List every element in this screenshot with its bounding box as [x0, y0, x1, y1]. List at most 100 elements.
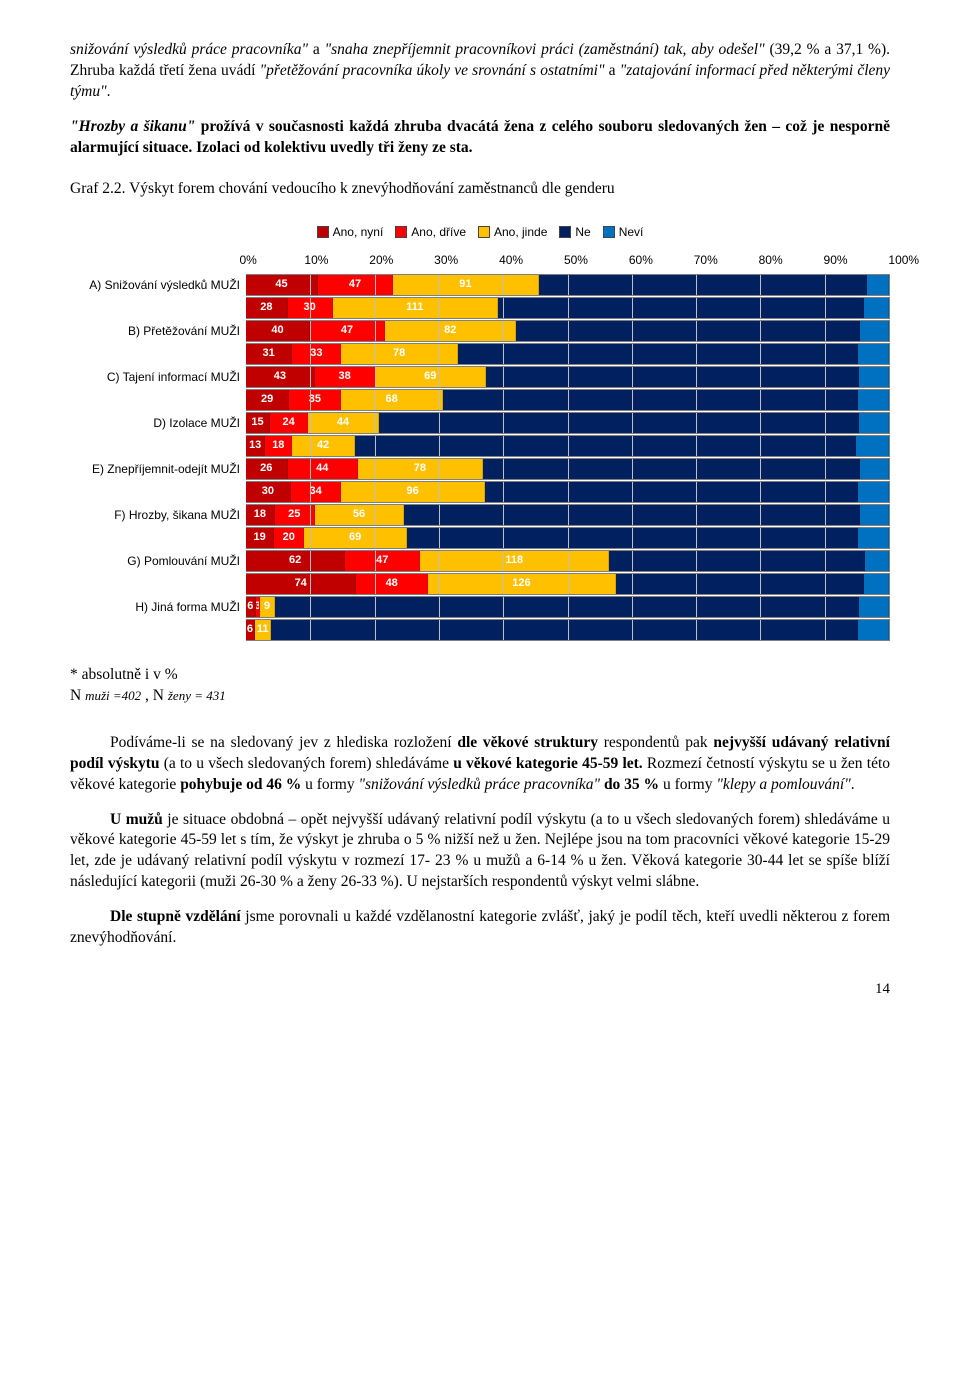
bar-track: 639: [246, 596, 890, 618]
legend-swatch: [559, 226, 571, 238]
bar-row: G) Pomlouvání MUŽI6247118: [70, 550, 890, 572]
bar-label: B) Přetěžování MUŽI: [70, 320, 246, 342]
bar-segment: 96: [341, 482, 484, 502]
bar-segment: 56: [315, 505, 405, 525]
legend-label: Ano, jinde: [494, 224, 547, 240]
bar-segment: [864, 298, 889, 318]
p3-r10: "snižování výsledků práce pracovníka": [358, 776, 600, 793]
axis-tick: 10%: [304, 252, 305, 268]
bar-row: C) Tajení informací MUŽI433869: [70, 366, 890, 388]
bar-segment: [860, 321, 889, 341]
legend-swatch: [603, 226, 615, 238]
bar-label: [70, 435, 246, 457]
p1-r3: "snaha znepříjemnit pracovníkovi práci (…: [325, 41, 765, 58]
bar-segment: 15: [246, 413, 270, 433]
bar-track: 293568: [246, 389, 890, 411]
p4-r1: U mužů: [110, 811, 163, 828]
bar-segment: 44: [308, 413, 378, 433]
bar-segment: 47: [318, 275, 393, 295]
bar-segment: 118: [420, 551, 609, 571]
chart-bars: A) Snižování výsledků MUŽI4547912830111B…: [70, 274, 890, 641]
p3-r14: "klepy a pomlouvání": [716, 776, 850, 793]
axis-tick: 50%: [564, 252, 565, 268]
bar-label: [70, 573, 246, 595]
bar-segment: 126: [428, 574, 616, 594]
p3-r5: (a to u všech sledovaných forem) shledáv…: [160, 755, 454, 772]
bar-segment: 18: [246, 505, 275, 525]
axis-tick: 20%: [369, 252, 370, 268]
footnote-line2: N muži =402 , N ženy = 431: [70, 686, 890, 707]
bar-segment: 43: [246, 367, 315, 387]
fn-c: , N: [141, 687, 168, 704]
footnote-line1: * absolutně i v %: [70, 665, 890, 686]
bar-segment: [498, 298, 864, 318]
legend-swatch: [317, 226, 329, 238]
bar-track: 2830111: [246, 297, 890, 319]
bar-segment: [858, 390, 889, 410]
chart-title: Graf 2.2. Výskyt forem chování vedoucího…: [70, 179, 890, 200]
bar-segment: [458, 344, 858, 364]
chart-footnote: * absolutně i v % N muži =402 , N ženy =…: [70, 665, 890, 707]
bar-row: D) Izolace MUŽI152444: [70, 412, 890, 434]
bar-segment: 48: [356, 574, 428, 594]
legend-label: Ano, nyní: [333, 224, 384, 240]
paragraph-1: snižování výsledků práce pracovníka" a "…: [70, 40, 890, 103]
bar-row: H) Jiná forma MUŽI639: [70, 596, 890, 618]
paragraph-4: U mužů je situace obdobná – opět nejvyšš…: [70, 810, 890, 894]
bar-row: 293568: [70, 389, 890, 411]
bar-label: D) Izolace MUŽI: [70, 412, 246, 434]
chart-axis: 0%10%20%30%40%50%60%70%80%90%100%: [70, 252, 890, 268]
bar-row: E) Znepříjemnit-odejít MUŽI264478: [70, 458, 890, 480]
axis-tick: 30%: [434, 252, 435, 268]
bar-segment: 44: [288, 459, 358, 479]
bar-segment: [486, 367, 859, 387]
bar-label: C) Tajení informací MUŽI: [70, 366, 246, 388]
bar-segment: 78: [358, 459, 483, 479]
bar-segment: 26: [246, 459, 288, 479]
bar-track: 182556: [246, 504, 890, 526]
bar-track: 303496: [246, 481, 890, 503]
paragraph-2: "Hrozby a šikanu" prožívá v současnosti …: [70, 117, 890, 159]
bar-row: 7448126: [70, 573, 890, 595]
bar-segment: 82: [385, 321, 516, 341]
bar-label: G) Pomlouvání MUŽI: [70, 550, 246, 572]
bar-row: B) Přetěžování MUŽI404782: [70, 320, 890, 342]
bar-segment: 45: [246, 275, 318, 295]
bar-segment: [485, 482, 858, 502]
p3-r3: respondentů pak: [598, 734, 713, 751]
bar-segment: 111: [333, 298, 499, 318]
bar-label: [70, 297, 246, 319]
p4-r2: je situace obdobná – opět nejvyšší udáva…: [70, 811, 890, 891]
bar-segment: 25: [275, 505, 315, 525]
bar-row: 192069: [70, 527, 890, 549]
bar-track: 313378: [246, 343, 890, 365]
bar-label: [70, 343, 246, 365]
chart-container: Ano, nyníAno, dříveAno, jindeNeNeví 0%10…: [70, 224, 890, 641]
fn-b: muži =402: [85, 688, 141, 703]
bar-segment: [859, 597, 889, 617]
p5-r1: Dle stupně vzdělání: [110, 908, 241, 925]
bar-segment: [858, 620, 889, 640]
axis-tick: 100%: [888, 252, 889, 268]
bar-label: [70, 527, 246, 549]
axis-tick: 80%: [759, 252, 760, 268]
bar-segment: [355, 436, 856, 456]
p1-r2: a: [308, 41, 325, 58]
fn-a: N: [70, 687, 85, 704]
bar-segment: 28: [246, 298, 288, 318]
bar-segment: 24: [270, 413, 308, 433]
bar-segment: 35: [289, 390, 341, 410]
bar-segment: 42: [292, 436, 355, 456]
p3-r9: u formy: [301, 776, 358, 793]
paragraph-3: Podíváme-li se na sledovaný jev z hledis…: [70, 733, 890, 796]
fn-d: ženy = 431: [168, 688, 226, 703]
bar-segment: [539, 275, 867, 295]
bar-track: 404782: [246, 320, 890, 342]
bar-segment: 47: [345, 551, 420, 571]
bar-segment: 20: [274, 528, 304, 548]
bar-track: 611: [246, 619, 890, 641]
bar-segment: [865, 551, 889, 571]
bar-track: 433869: [246, 366, 890, 388]
p3-r15: .: [851, 776, 855, 793]
bar-segment: [867, 275, 889, 295]
